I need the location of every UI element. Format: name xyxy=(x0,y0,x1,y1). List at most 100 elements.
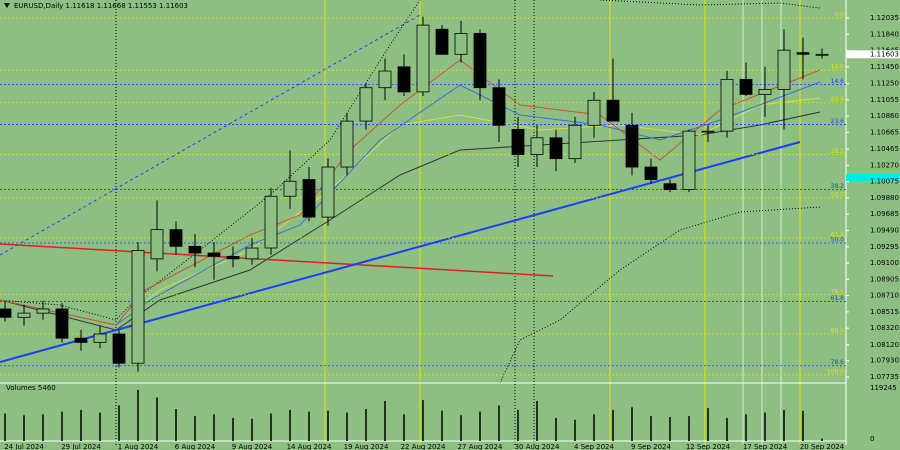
x-tick-label: 24 Jul 2024 xyxy=(4,443,44,450)
level-label: 0.0 xyxy=(834,12,844,19)
ma-line xyxy=(0,111,821,331)
x-tick-label: 29 Jul 2024 xyxy=(61,443,101,450)
candle-body xyxy=(435,28,449,55)
candle-body xyxy=(777,49,791,90)
candle-body xyxy=(378,70,392,89)
x-tick-label: 17 Sep 2024 xyxy=(743,443,788,450)
y-tick-label: 1.09295 xyxy=(870,243,899,251)
candle-body xyxy=(587,99,601,126)
y-tick-label: 1.09100 xyxy=(870,259,899,267)
candle-body xyxy=(188,245,202,254)
y-tick-label: 1.07735 xyxy=(870,373,899,381)
level-label: 80.0 xyxy=(831,328,845,335)
candle-body xyxy=(0,308,12,318)
level-label: 14.6 xyxy=(831,64,845,71)
candle-body xyxy=(682,130,696,190)
level-label: 14.6 xyxy=(831,78,845,85)
ma-line xyxy=(0,59,821,326)
y-tick-label: 1.11055 xyxy=(870,96,899,104)
y-tick-label: 1.08905 xyxy=(870,275,899,283)
x-tick-label: 20 Sep 2024 xyxy=(800,443,845,450)
candle-body xyxy=(416,24,430,93)
y-tick-label: 1.08320 xyxy=(870,324,899,332)
x-tick-label: 6 Aug 2024 xyxy=(175,443,216,450)
level-label: 23.6 xyxy=(831,96,845,103)
y-tick-label: 1.09685 xyxy=(870,210,899,218)
y-tick-label: 1.10075 xyxy=(870,178,899,186)
candle-body xyxy=(131,250,145,364)
candle-body xyxy=(739,78,753,95)
x-tick-label: 19 Aug 2024 xyxy=(344,443,389,450)
volume-tick-label: 119245 xyxy=(870,384,897,392)
y-tick-label: 1.11250 xyxy=(870,80,899,88)
level-label: 38.2 xyxy=(831,148,845,155)
price-box xyxy=(846,50,900,59)
y-tick-label: 1.08120 xyxy=(870,341,899,349)
candle-body xyxy=(226,255,240,260)
x-tick-label: 30 Aug 2024 xyxy=(515,443,560,450)
candle-body xyxy=(644,166,658,180)
level-label: 100.0 xyxy=(827,368,844,375)
y-tick-label: 1.10270 xyxy=(870,161,899,169)
y-tick-label: 1.08710 xyxy=(870,292,899,300)
level-label: 78.6 xyxy=(831,359,845,366)
candle-body xyxy=(74,337,88,343)
candle-body xyxy=(302,179,316,218)
trend-line xyxy=(0,243,554,277)
x-tick-label: 27 Aug 2024 xyxy=(458,443,503,450)
level-label: 61.8 xyxy=(831,295,845,302)
chart-title: EURUSD,Daily 1.11618 1.11668 1.11553 1.1… xyxy=(14,2,188,10)
y-tick-label: 1.10465 xyxy=(870,145,899,153)
x-tick-label: 12 Sep 2024 xyxy=(686,443,731,450)
y-tick-label: 1.08515 xyxy=(870,308,899,316)
level-label: 23.6 xyxy=(831,118,845,125)
candle-body xyxy=(55,308,69,339)
price-marker xyxy=(846,174,900,181)
y-tick-label: 1.07930 xyxy=(870,357,899,365)
title-icon xyxy=(4,3,10,8)
y-tick-label: 1.09880 xyxy=(870,194,899,202)
y-tick-label: 1.10665 xyxy=(870,128,899,136)
candle-body xyxy=(93,333,107,343)
candle-body xyxy=(207,252,221,257)
candle-body xyxy=(245,247,259,260)
level-label: 50.0 xyxy=(831,237,845,244)
price-label: 1.11603 xyxy=(870,50,899,58)
candle-body xyxy=(359,87,373,122)
level-label: 50.0 xyxy=(831,191,845,198)
candle-body xyxy=(625,124,639,168)
level-label: 38.2 xyxy=(831,183,845,190)
x-tick-label: 1 Aug 2024 xyxy=(118,443,159,450)
candle-body xyxy=(17,312,31,318)
candle-body xyxy=(701,130,715,133)
candle-body xyxy=(112,333,126,364)
level-label: 61.8 xyxy=(831,231,845,238)
candle-body xyxy=(758,88,772,95)
candle-body xyxy=(530,137,544,155)
y-tick-label: 1.09490 xyxy=(870,226,899,234)
volume-title: Volumes 5460 xyxy=(6,384,56,392)
x-tick-label: 9 Aug 2024 xyxy=(232,443,273,450)
trend-channel xyxy=(0,14,421,256)
x-tick-label: 4 Sep 2024 xyxy=(574,443,614,450)
candle-body xyxy=(511,129,525,155)
candle-body xyxy=(492,87,506,126)
candle-body xyxy=(264,195,278,249)
y-tick-label: 1.11840 xyxy=(870,30,899,38)
level-label: 78.6 xyxy=(831,288,845,295)
candle-body xyxy=(150,229,164,260)
candle-body xyxy=(454,33,468,55)
ma-line xyxy=(0,97,821,326)
candle-body xyxy=(36,308,50,314)
candle-body xyxy=(340,120,354,168)
y-tick-label: 1.11450 xyxy=(870,63,899,71)
candle-body xyxy=(169,229,183,247)
volume-tick-label: 0 xyxy=(870,435,874,443)
candle-body xyxy=(473,33,487,89)
x-tick-label: 22 Aug 2024 xyxy=(401,443,446,450)
candle-body xyxy=(283,180,297,197)
candle-body xyxy=(720,78,734,132)
y-tick-label: 1.10860 xyxy=(870,112,899,120)
x-tick-label: 14 Aug 2024 xyxy=(287,443,332,450)
